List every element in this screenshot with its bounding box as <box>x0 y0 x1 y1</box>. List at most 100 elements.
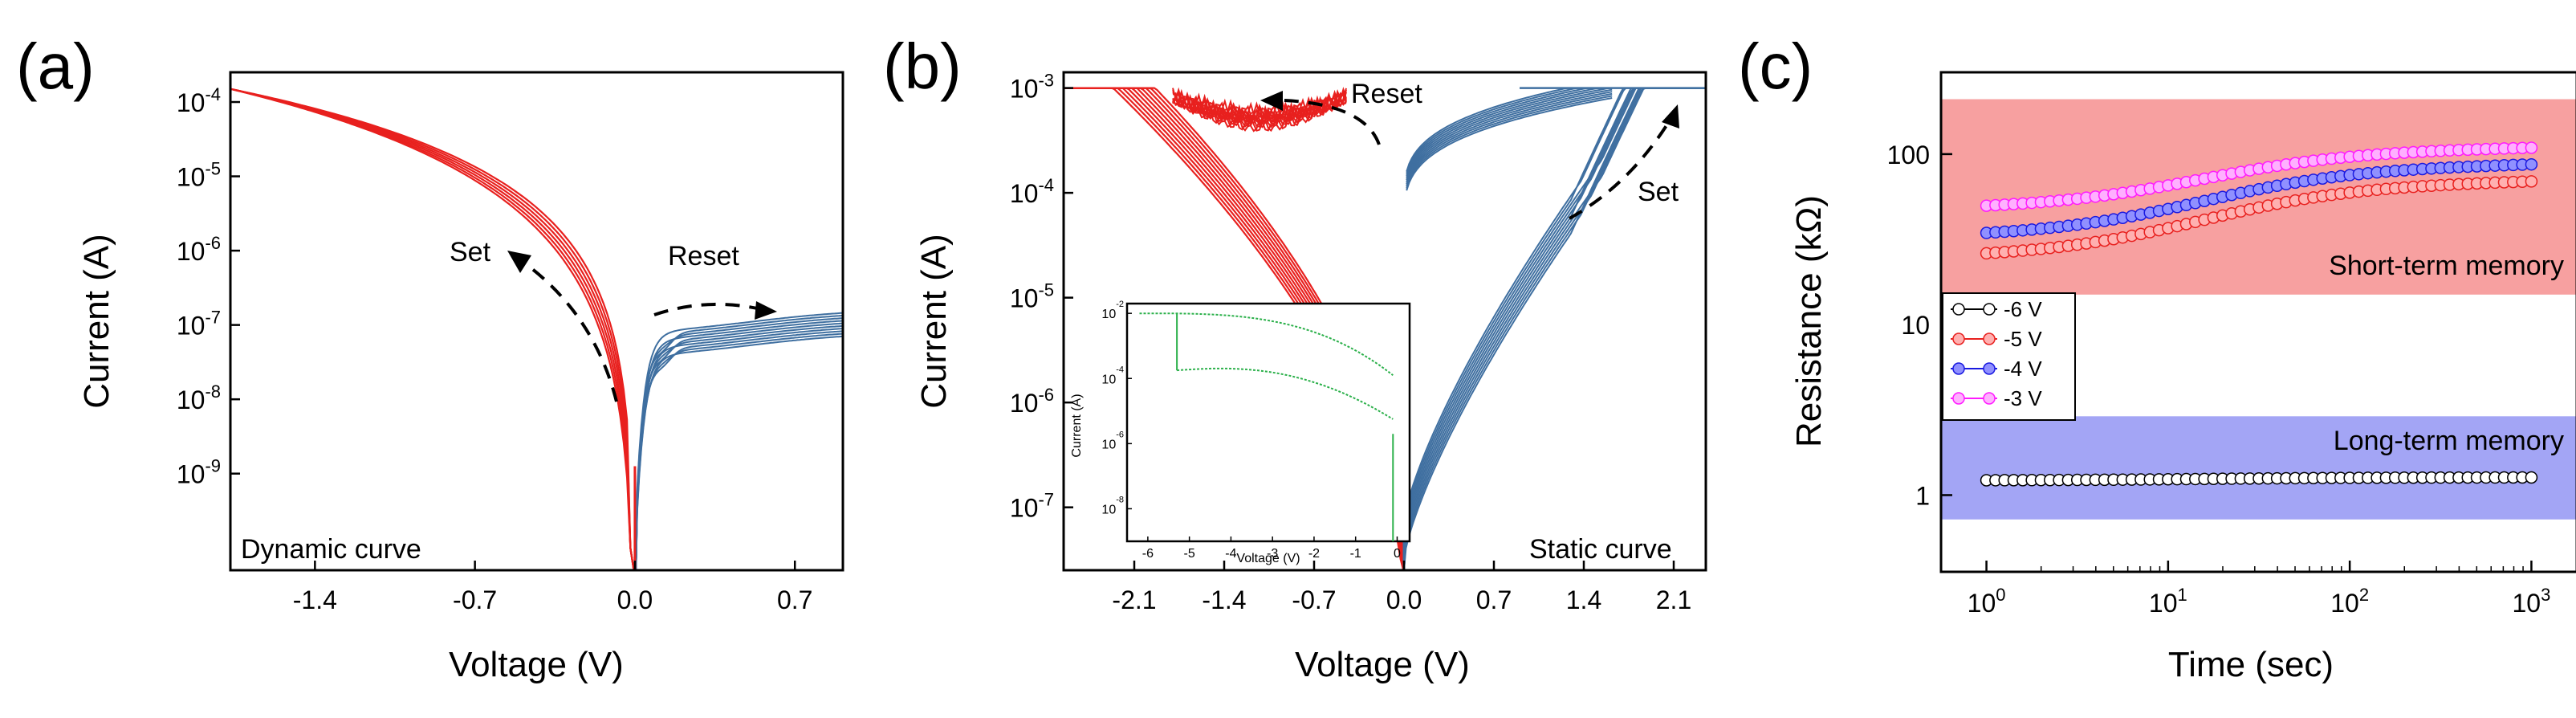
panel-b-inside-label: Static curve <box>1529 534 1672 565</box>
legend-marker <box>1983 362 1996 375</box>
x-tick-label: 1.4 <box>1566 585 1601 614</box>
inset-curve <box>1139 312 1394 541</box>
positive-sweep-curve <box>635 322 844 571</box>
y-tick-label: 10-5 <box>1010 280 1054 313</box>
panel-c-x-ticks: 100 101 102 103 <box>1968 561 2551 618</box>
high-current-branch <box>1406 95 1613 189</box>
positive-sweep-curve <box>1403 87 1706 571</box>
x-tick-label: 0.7 <box>1476 585 1512 614</box>
high-current-branch <box>1406 87 1613 178</box>
inset-lower-branch <box>1177 367 1394 420</box>
positive-sweep-curve <box>635 314 844 571</box>
panel-b-inset: -6 -5 -4 -3 -2 -1 0 10-2 10-4 10-6 10-8 Voltage (… <box>1070 300 1411 565</box>
inset-frame <box>1125 302 1411 543</box>
panel-a-reset-arrow <box>653 302 762 316</box>
high-current-branch <box>1406 87 1613 174</box>
positive-sweep-curve <box>1403 87 1706 571</box>
panel-c: (c) 100 101 102 103 1 10 100 Time (sec) Resis… <box>1738 31 2576 684</box>
positive-sweep-curve <box>1403 87 1706 571</box>
legend-items: -6 V -5 V -4 V -3 V <box>1951 297 2042 410</box>
inset-y-tick-label: 10-8 <box>1101 495 1124 516</box>
positive-sweep-curve <box>635 317 844 571</box>
inset-y-tick-label: 10-6 <box>1101 430 1124 451</box>
panel-b-curves <box>1064 87 1706 571</box>
positive-sweep-curve <box>1403 87 1706 571</box>
x-tick-label: -0.7 <box>453 585 497 614</box>
panel-a-set-arrowhead <box>507 251 531 273</box>
x-tick-label: 103 <box>2513 585 2551 618</box>
panel-a: (a) -1.4 -0.7 0.0 0.7 10-410-510-610-710-81… <box>16 31 844 684</box>
positive-sweep-curve <box>635 320 844 571</box>
inset-y-ticks: 10-2 10-4 10-6 10-8 <box>1101 300 1132 516</box>
panel-b-x-axis-title: Voltage (V) <box>1295 645 1470 684</box>
positive-sweep-curve <box>635 330 844 571</box>
x-tick-label: 2.1 <box>1656 585 1691 614</box>
x-tick-label: 101 <box>2149 585 2187 618</box>
positive-sweep-curve <box>1403 87 1706 571</box>
panel-a-reset-annotation: Reset <box>668 241 739 271</box>
panel-b-y-axis-title: Current (A) <box>914 234 954 409</box>
positive-sweep-curve <box>1403 87 1706 571</box>
series-point <box>2525 471 2538 484</box>
y-tick-label: 100 <box>1887 141 1930 169</box>
x-tick-label: 0.0 <box>1386 585 1422 614</box>
legend-marker <box>1952 332 1965 345</box>
y-tick-label: 1 <box>1915 481 1930 510</box>
inset-x-tick-label: -1 <box>1350 547 1361 561</box>
legend-marker <box>1983 392 1996 405</box>
high-current-branch <box>1406 91 1613 185</box>
panel-a-set-annotation: Set <box>450 237 491 267</box>
legend-marker <box>1952 362 1965 375</box>
y-tick-label: 10 <box>1901 311 1930 340</box>
legend-marker <box>1952 392 1965 405</box>
high-current-branch <box>1406 87 1613 181</box>
panel-label-c: (c) <box>1738 31 1813 102</box>
panel-b-set-arrow <box>1569 119 1671 220</box>
x-tick-label: 0.7 <box>777 585 812 614</box>
reset-loop-curve <box>1172 94 1347 133</box>
positive-sweep-curve <box>1403 87 1706 571</box>
series-point <box>2525 157 2538 171</box>
y-tick-label: 10-8 <box>177 381 221 414</box>
legend-label: -4 V <box>2004 357 2042 381</box>
x-tick-label: 0.0 <box>617 585 653 614</box>
panel-a-reset-arrowhead <box>755 301 777 320</box>
panel-c-x-axis-title: Time (sec) <box>2168 645 2334 684</box>
panel-a-y-ticks: 10-4 10-5 10-6 10-7 10-8 10-9 <box>177 84 240 489</box>
inset-x-tick-label: -3 <box>1267 547 1278 561</box>
panel-a-inside-label: Dynamic curve <box>241 534 421 565</box>
x-tick-label: -2.1 <box>1112 585 1156 614</box>
inset-x-tick-label: -5 <box>1184 547 1195 561</box>
negative-sweep-curve <box>230 88 635 572</box>
positive-sweep-curve <box>1403 87 1706 571</box>
panel-b-y-ticks: 10-3 10-4 10-5 10-6 10-7 <box>1010 71 1073 523</box>
high-current-branch <box>1406 88 1613 183</box>
y-tick-label: 10-6 <box>177 233 221 266</box>
inset-x-ticks: -6 -5 -4 -3 -2 -1 0 <box>1142 536 1401 561</box>
long-term-memory-region <box>1941 416 2576 520</box>
x-tick-label: 100 <box>1968 585 2006 618</box>
inset-x-tick-label: -2 <box>1308 547 1320 561</box>
legend-label: -3 V <box>2004 386 2042 410</box>
short-term-memory-label: Short-term memory <box>2329 251 2564 281</box>
panel-label-a: (a) <box>16 31 95 102</box>
high-current-branch <box>1406 97 1613 191</box>
legend-label: -6 V <box>2004 297 2042 321</box>
negative-sweep-curve <box>230 88 635 572</box>
positive-sweep-curve <box>635 328 844 571</box>
inset-x-axis-title: Voltage (V) <box>1236 552 1300 565</box>
positive-sweep-curve <box>635 312 844 571</box>
panel-label-b: (b) <box>883 31 962 102</box>
panel-c-y-axis-title: Resistance (kΩ) <box>1789 195 1829 447</box>
negative-sweep-curve <box>230 88 635 572</box>
inset-y-tick-label: 10-4 <box>1101 365 1124 386</box>
series-point <box>2525 141 2538 154</box>
panel-a-set-arrow <box>520 259 618 402</box>
negative-sweep-curve <box>230 88 635 572</box>
y-tick-label: 10-6 <box>1010 385 1054 418</box>
panel-b-reset-annotation: Reset <box>1351 79 1422 109</box>
y-tick-label: 10-4 <box>1010 175 1054 208</box>
panel-c-frame <box>1939 71 2576 573</box>
negative-sweep-curve <box>230 88 635 572</box>
